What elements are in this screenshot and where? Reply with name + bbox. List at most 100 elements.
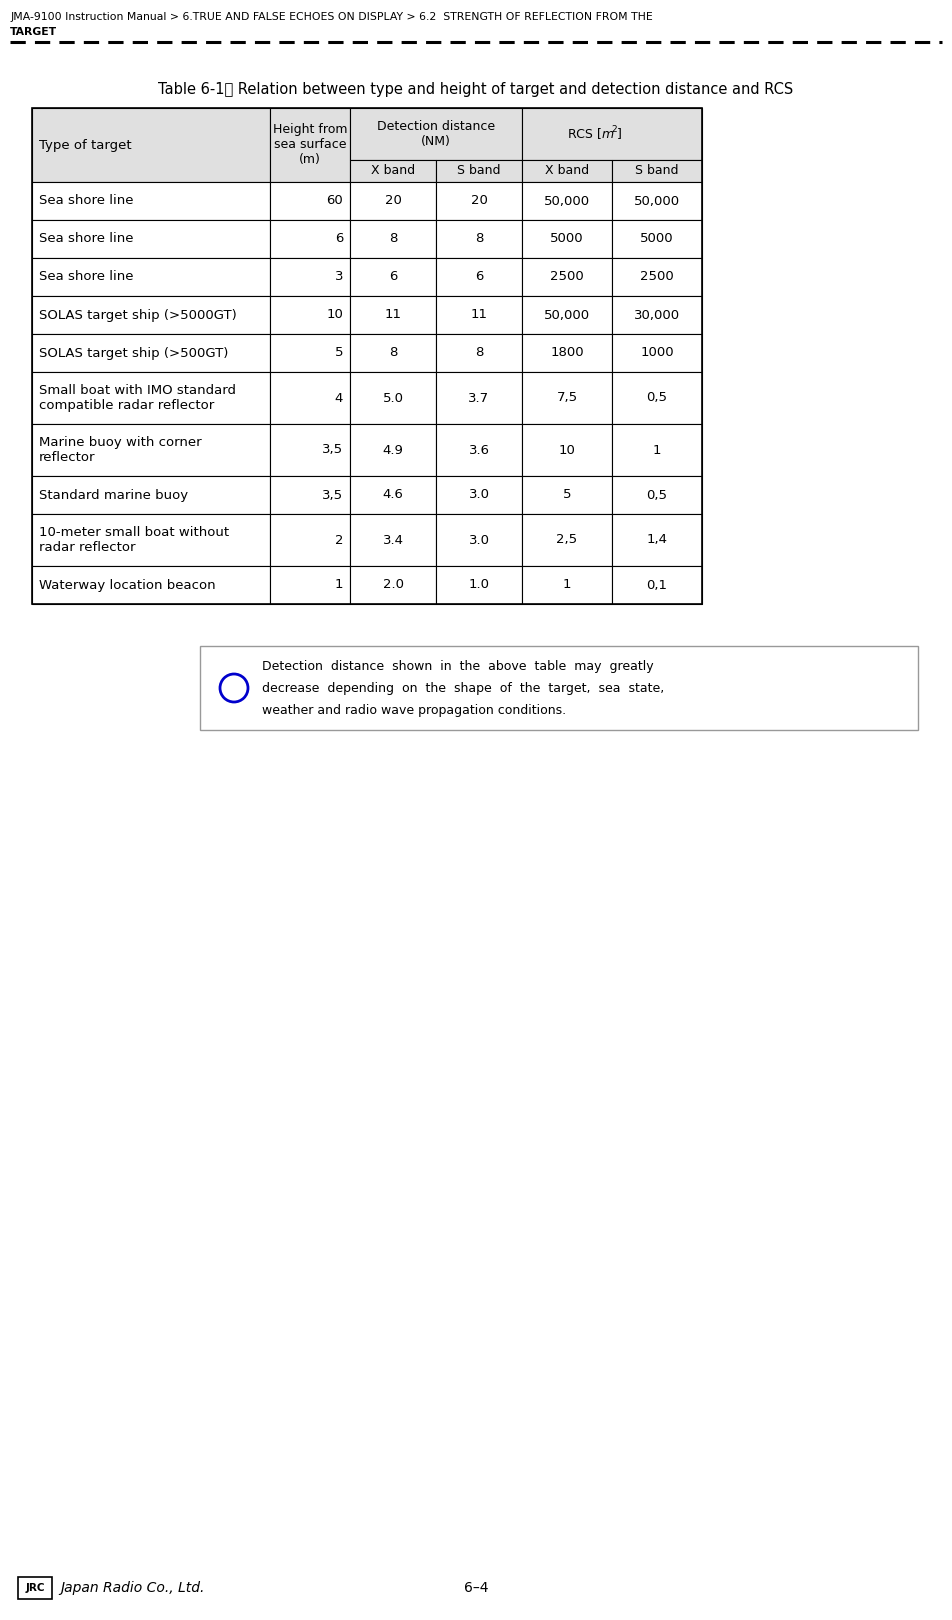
Bar — [522, 424, 612, 476]
Bar — [522, 109, 702, 160]
Bar — [436, 181, 522, 220]
Bar — [200, 646, 918, 731]
Bar — [270, 220, 350, 258]
Text: 1.0: 1.0 — [468, 578, 489, 591]
Bar — [612, 334, 702, 373]
Bar — [350, 258, 436, 296]
Text: i: i — [231, 679, 237, 697]
Bar — [436, 514, 522, 565]
Text: 0,1: 0,1 — [646, 578, 667, 591]
Text: 3.7: 3.7 — [468, 392, 489, 405]
Bar — [270, 373, 350, 424]
Text: compatible radar reflector: compatible radar reflector — [39, 399, 214, 411]
Text: 20: 20 — [470, 194, 487, 207]
Text: 1,4: 1,4 — [646, 533, 667, 546]
Text: 0,5: 0,5 — [646, 489, 667, 502]
Text: 11: 11 — [385, 308, 402, 321]
Text: Waterway location beacon: Waterway location beacon — [39, 578, 215, 591]
Bar — [612, 476, 702, 514]
Text: S band: S band — [457, 165, 501, 178]
Bar — [32, 476, 270, 514]
Text: 1: 1 — [653, 444, 662, 457]
Text: 2500: 2500 — [550, 271, 584, 284]
Text: 3,5: 3,5 — [322, 444, 343, 457]
Text: TARGET: TARGET — [10, 28, 57, 37]
Bar — [522, 258, 612, 296]
Text: JMA-9100 Instruction Manual > 6.TRUE AND FALSE ECHOES ON DISPLAY > 6.2  STRENGTH: JMA-9100 Instruction Manual > 6.TRUE AND… — [10, 11, 653, 23]
Bar — [522, 181, 612, 220]
Text: 50,000: 50,000 — [544, 308, 590, 321]
Bar — [436, 296, 522, 334]
Bar — [32, 565, 270, 604]
Text: Type of target: Type of target — [39, 138, 131, 152]
Bar — [612, 181, 702, 220]
Text: 7,5: 7,5 — [556, 392, 578, 405]
Text: 3.4: 3.4 — [383, 533, 404, 546]
Text: (m): (m) — [299, 154, 321, 167]
Bar — [350, 424, 436, 476]
Bar — [32, 424, 270, 476]
Bar — [32, 373, 270, 424]
Bar — [350, 220, 436, 258]
Bar — [32, 296, 270, 334]
Text: 1: 1 — [334, 578, 343, 591]
Bar — [522, 160, 612, 181]
Text: 3.6: 3.6 — [468, 444, 489, 457]
Bar — [436, 334, 522, 373]
Text: 6: 6 — [475, 271, 484, 284]
Text: Small boat with IMO standard: Small boat with IMO standard — [39, 384, 236, 397]
Text: 11: 11 — [470, 308, 487, 321]
Bar — [522, 476, 612, 514]
Bar — [436, 220, 522, 258]
Text: 2.0: 2.0 — [383, 578, 404, 591]
Text: Sea shore line: Sea shore line — [39, 271, 133, 284]
Bar — [270, 258, 350, 296]
Bar — [32, 109, 270, 181]
Bar — [612, 258, 702, 296]
Text: 10-meter small boat without: 10-meter small boat without — [39, 526, 229, 539]
Text: 8: 8 — [475, 233, 484, 246]
Text: Japan Radio Co., Ltd.: Japan Radio Co., Ltd. — [60, 1581, 205, 1596]
Circle shape — [220, 674, 248, 701]
Text: 6–4: 6–4 — [464, 1581, 488, 1596]
Text: Marine buoy with corner: Marine buoy with corner — [39, 436, 202, 449]
Bar — [350, 296, 436, 334]
Bar — [350, 160, 436, 181]
Bar — [522, 373, 612, 424]
Text: (NM): (NM) — [421, 134, 451, 147]
Bar — [436, 160, 522, 181]
Bar — [350, 373, 436, 424]
Text: 2: 2 — [334, 533, 343, 546]
Text: JRC: JRC — [26, 1583, 45, 1592]
Text: weather and radio wave propagation conditions.: weather and radio wave propagation condi… — [262, 705, 566, 718]
Bar — [270, 424, 350, 476]
Text: 1: 1 — [563, 578, 571, 591]
Text: 6: 6 — [388, 271, 397, 284]
Text: 8: 8 — [475, 347, 484, 360]
Text: 1000: 1000 — [640, 347, 674, 360]
Text: 5000: 5000 — [640, 233, 674, 246]
Text: 5: 5 — [563, 489, 571, 502]
Text: 10: 10 — [559, 444, 575, 457]
Text: 4.6: 4.6 — [383, 489, 404, 502]
Text: 1800: 1800 — [550, 347, 584, 360]
Bar — [436, 258, 522, 296]
Text: 4: 4 — [334, 392, 343, 405]
Text: 5: 5 — [334, 347, 343, 360]
Bar — [436, 424, 522, 476]
Text: SOLAS target ship (>5000GT): SOLAS target ship (>5000GT) — [39, 308, 237, 321]
Bar — [522, 296, 612, 334]
Text: S band: S band — [635, 165, 679, 178]
Bar — [350, 334, 436, 373]
Bar — [612, 296, 702, 334]
Bar — [350, 181, 436, 220]
Bar — [270, 296, 350, 334]
Bar — [32, 334, 270, 373]
Text: decrease  depending  on  the  shape  of  the  target,  sea  state,: decrease depending on the shape of the t… — [262, 682, 664, 695]
Text: Detection distance: Detection distance — [377, 120, 495, 133]
Text: 20: 20 — [385, 194, 402, 207]
Text: 10: 10 — [327, 308, 343, 321]
Bar — [32, 258, 270, 296]
Bar — [522, 220, 612, 258]
Text: Table 6-1： Relation between type and height of target and detection distance and: Table 6-1： Relation between type and hei… — [158, 83, 794, 97]
